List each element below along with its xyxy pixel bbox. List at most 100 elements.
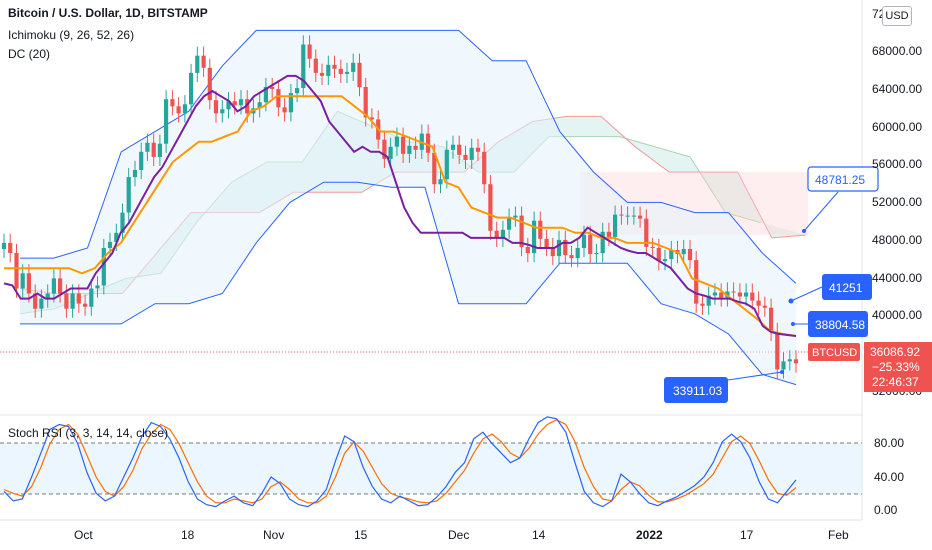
candle — [407, 145, 412, 154]
candle — [51, 278, 56, 294]
candle — [1, 242, 7, 249]
candle — [182, 104, 187, 114]
candle — [719, 292, 724, 298]
candle — [282, 107, 287, 113]
candle — [681, 249, 686, 255]
last-price-tag — [864, 342, 932, 392]
price-tick: 64000.00 — [872, 82, 922, 96]
candle — [494, 230, 499, 238]
candle — [201, 55, 206, 68]
legend-dc[interactable]: DC (20) — [8, 47, 51, 61]
candle — [700, 303, 705, 306]
price-tick: 48000.00 — [872, 233, 922, 247]
legend-stoch-rsi[interactable]: Stoch RSI (3, 3, 14, 14, close) — [8, 426, 169, 440]
candle — [238, 99, 244, 106]
price-tick: 68000.00 — [872, 44, 922, 58]
candle — [525, 247, 530, 254]
time-tick: 14 — [532, 528, 546, 542]
candle — [351, 62, 356, 72]
candle — [132, 170, 138, 178]
candle — [388, 146, 393, 159]
candle — [245, 99, 250, 114]
callout-38804[interactable]: 38804.58 — [808, 311, 868, 337]
candle — [475, 147, 481, 152]
time-tick: Dec — [448, 528, 469, 542]
currency-badge[interactable]: USD — [882, 6, 912, 26]
callout-48781-text: 48781.25 — [815, 173, 865, 187]
price-tick: 44000.00 — [872, 271, 922, 285]
candle — [276, 89, 281, 108]
donchian-fill — [20, 30, 796, 385]
candle — [706, 295, 711, 306]
callout-41251[interactable]: 41251 — [822, 274, 872, 300]
candle — [213, 100, 219, 114]
candle — [95, 285, 100, 289]
candle — [426, 133, 431, 153]
legend-ichimoku[interactable]: Ichimoku (9, 26, 52, 26) — [8, 28, 135, 42]
candle — [438, 179, 443, 185]
candle — [488, 184, 493, 231]
candle — [107, 241, 113, 248]
candle — [544, 238, 549, 247]
candle — [563, 239, 568, 256]
stoch-rsi-k-line — [3, 416, 797, 508]
callout-anchor-dot — [791, 322, 795, 326]
callout-48781[interactable]: 48781.25 — [807, 166, 879, 192]
symbol-title: Bitcoin / U.S. Dollar, 1D, BITSTAMP — [8, 6, 208, 20]
candles-layer — [1, 35, 799, 379]
candle — [588, 234, 593, 254]
candle — [644, 218, 649, 247]
candle — [14, 253, 19, 289]
candle — [207, 67, 212, 101]
candle — [145, 142, 150, 152]
candle — [39, 298, 44, 309]
candle — [781, 361, 786, 370]
candle — [507, 217, 512, 230]
candle — [532, 220, 537, 254]
candle — [550, 247, 555, 257]
callout-33911[interactable]: 33911.03 — [664, 377, 728, 403]
candle — [744, 292, 749, 297]
candle — [139, 151, 144, 170]
candle — [762, 305, 767, 308]
price-tick: 60000.00 — [872, 120, 922, 134]
time-tick: 18 — [181, 528, 195, 542]
candle — [669, 250, 674, 260]
candle — [307, 44, 312, 59]
conversion-line — [3, 74, 797, 337]
candle — [220, 109, 225, 114]
candle — [58, 278, 63, 294]
candle — [332, 64, 337, 69]
ichimoku-lines-layer — [3, 74, 797, 337]
candle — [26, 273, 31, 294]
candle — [482, 151, 487, 185]
candle — [288, 93, 293, 113]
candle — [114, 232, 119, 242]
candle — [170, 99, 175, 107]
candle — [232, 101, 237, 106]
stoch-tick: 80.00 — [874, 436, 904, 450]
candle — [581, 234, 587, 248]
time-axis: Oct 18 Nov 15 Dec 14 2022 17 Feb — [74, 528, 849, 542]
candle — [556, 239, 562, 257]
candle — [263, 87, 268, 103]
candle — [313, 58, 318, 73]
candle — [731, 291, 736, 293]
candle — [457, 144, 462, 155]
time-tick: Oct — [74, 528, 93, 542]
candle — [8, 242, 13, 253]
candle — [775, 332, 780, 370]
time-tick: Nov — [263, 528, 284, 542]
price-axis: 72 68000.00 64000.00 60000.00 56000.00 5… — [872, 7, 922, 398]
bar-countdown: 22:46:37 — [872, 375, 919, 389]
donchian-lower — [20, 181, 797, 386]
candle — [787, 359, 792, 362]
candle — [793, 359, 799, 364]
callout-anchor-dot — [788, 298, 794, 304]
callout-41251-text: 41251 — [829, 281, 863, 295]
candle — [569, 255, 574, 259]
callout-38804-text: 38804.58 — [815, 318, 865, 332]
candle — [83, 303, 88, 307]
legend-title[interactable]: Bitcoin / U.S. Dollar, 1D, BITSTAMP — [8, 6, 208, 20]
